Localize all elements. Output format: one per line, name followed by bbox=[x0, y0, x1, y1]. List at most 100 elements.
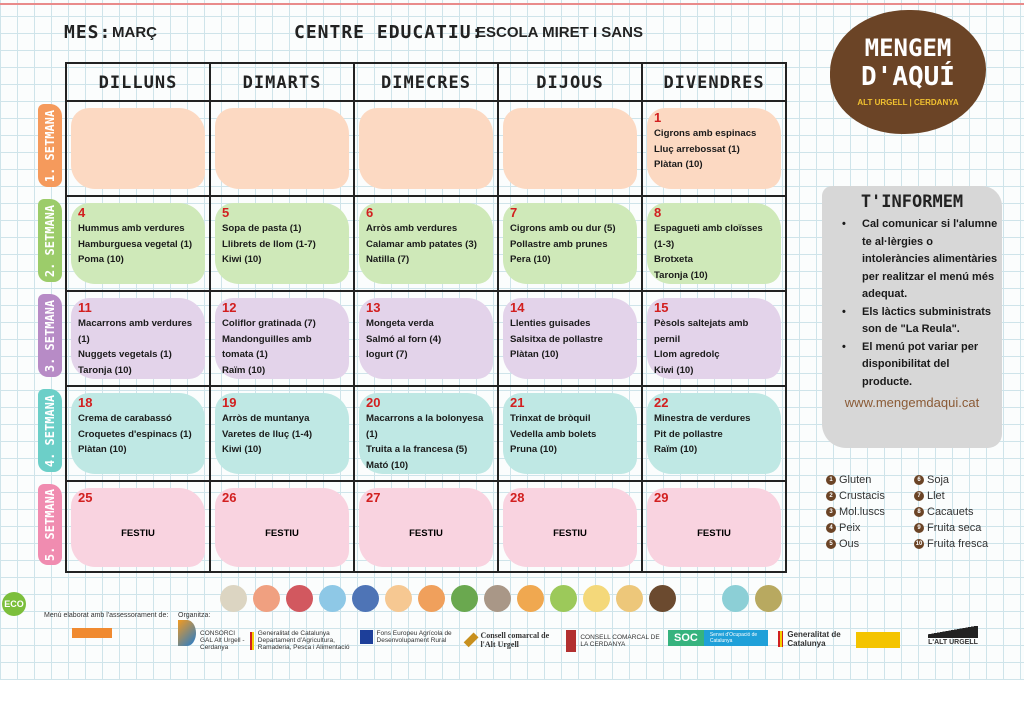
day-number: 28 bbox=[510, 490, 525, 505]
generalitat-dept-logo: Generalitat de Catalunya Departament d'A… bbox=[250, 630, 350, 651]
menu-item: Raïm (10) bbox=[222, 364, 266, 376]
cell-background bbox=[503, 393, 637, 474]
day-cell: 29 FESTIU bbox=[643, 480, 785, 573]
cc-alt-urgell-text: Consell comarcal de l'Alt Urgell bbox=[480, 631, 550, 649]
cell-background bbox=[215, 488, 349, 567]
info-bullet: Els làctics subministrats son de "La Reu… bbox=[842, 304, 1002, 339]
consorci-text: CONSORCI GAL Alt Urgell - Cerdanya bbox=[200, 630, 245, 651]
spain-gov-logo bbox=[856, 632, 900, 648]
day-number: 11 bbox=[78, 300, 92, 315]
cell-background bbox=[215, 298, 349, 379]
month-label: MES: bbox=[64, 22, 112, 43]
menu-item: Truita a la francesa (5) bbox=[366, 444, 468, 455]
menu-item: Sopa de pasta (1) bbox=[222, 223, 302, 234]
menu-item: Brotxeta bbox=[654, 254, 693, 265]
cell-background bbox=[215, 393, 349, 474]
menu-item: Cigrons amb ou dur (5) bbox=[510, 223, 616, 234]
food-group-icon bbox=[649, 585, 676, 612]
generalitat-dept-text: Generalitat de Catalunya Departament d'A… bbox=[257, 630, 350, 651]
day-number: 27 bbox=[366, 490, 381, 505]
day-cell bbox=[355, 100, 499, 195]
alt-urgell-logo: L'ALT URGELL bbox=[928, 626, 978, 646]
cell-background bbox=[359, 393, 493, 474]
logo-line2: D'AQUÍ bbox=[861, 62, 955, 92]
menu-item: Hamburguesa vegetal (1) bbox=[78, 238, 193, 250]
week-label-text: 5. SETMANA bbox=[43, 488, 57, 561]
menu-item: Pera (10) bbox=[510, 254, 551, 265]
day-number: 12 bbox=[222, 300, 237, 315]
feader-text: Fons Europeu Agrícola de Desenvolupament… bbox=[376, 630, 452, 644]
menu-item: Plàtan (10) bbox=[654, 159, 703, 170]
eco-badge: ECO bbox=[2, 592, 26, 616]
menu-item: Kiwi (10) bbox=[654, 364, 694, 376]
day-cell: 25 FESTIU bbox=[67, 480, 211, 573]
website-link[interactable]: www.mengemdaqui.cat bbox=[844, 395, 980, 410]
allergen-item: 2 Crustacis bbox=[826, 490, 914, 502]
cell-background bbox=[647, 393, 781, 474]
food-group-icon bbox=[385, 585, 412, 612]
menu-item: Raïm (10) bbox=[654, 444, 698, 455]
allergen-number-icon: 1 bbox=[826, 475, 836, 485]
day-number: 7 bbox=[510, 205, 518, 220]
menu-item: Pruna (10) bbox=[510, 444, 557, 455]
menu-item: Calamar amb patates (3) bbox=[366, 238, 477, 250]
cell-background bbox=[647, 108, 781, 189]
allergen-item: 8 Cacauets bbox=[914, 506, 1004, 518]
week-label-text: 3. SETMANA bbox=[43, 299, 57, 372]
day-cell: 11 Macarrons amb verdures (1) Nuggets vege… bbox=[67, 290, 211, 385]
menu-item: Taronja (10) bbox=[654, 269, 708, 281]
menu-item: Cigrons amb espinacs bbox=[654, 128, 757, 139]
menu-item: Mató (10) bbox=[366, 459, 409, 471]
food-group-icon bbox=[286, 585, 313, 612]
cell-background bbox=[503, 488, 637, 567]
menu-item: Espagueti amb cloïsses (1-3) bbox=[654, 223, 763, 250]
allergen-item: 10 Fruita fresca bbox=[914, 538, 1004, 550]
food-group-icon bbox=[319, 585, 346, 612]
menu-item: Pit de pollastre bbox=[654, 428, 723, 440]
food-group-icon bbox=[616, 585, 643, 612]
day-header: DIMECRES bbox=[355, 64, 499, 102]
day-header: DIMARTS bbox=[211, 64, 355, 102]
food-group-icon bbox=[220, 585, 247, 612]
day-number: 6 bbox=[366, 205, 374, 220]
cell-background bbox=[647, 298, 781, 379]
allergen-number-icon: 10 bbox=[914, 539, 924, 549]
generalitat-text: Generalitat de Catalunya bbox=[787, 630, 841, 648]
food-group-icon bbox=[451, 585, 478, 612]
logo-line3: ALT URGELL | CERDANYA bbox=[857, 98, 959, 107]
day-cell: 12 Coliflor gratinada (7) Mandonguilles am… bbox=[211, 290, 355, 385]
week-label-text: 1. SETMANA bbox=[43, 109, 57, 182]
allergen-label: Ous bbox=[839, 538, 860, 550]
allergen-label: Mol.luscs bbox=[839, 506, 885, 518]
allergen-number-icon: 3 bbox=[826, 507, 836, 517]
day-cell: 8 Espagueti amb cloïsses (1-3) Brotxeta Tar… bbox=[643, 195, 785, 290]
food-group-icon bbox=[755, 585, 782, 612]
cc-cerdanya-text: CONSELL COMARCAL DE LA CERDANYA bbox=[580, 634, 660, 648]
menu-item: Kiwi (10) bbox=[222, 444, 262, 455]
menu-item: Plàtan (10) bbox=[78, 444, 127, 455]
allergen-label: Fruita seca bbox=[927, 522, 982, 534]
menu-item: Mongeta verda bbox=[366, 318, 434, 329]
menu-item: Trinxat de bròquil bbox=[510, 413, 591, 424]
day-number: 20 bbox=[366, 395, 381, 410]
food-group-icon bbox=[722, 585, 749, 612]
day-cell bbox=[67, 100, 211, 195]
menu-item: Crema de carabassó bbox=[78, 413, 172, 424]
day-cell: 1 Cigrons amb espinacs Lluç arrebossat (1)… bbox=[643, 100, 785, 195]
menu-item: Pollastre amb prunes bbox=[510, 238, 608, 250]
menu-item: Plàtan (10) bbox=[510, 349, 559, 360]
cc-alt-urgell-logo: Consell comarcal de l'Alt Urgell bbox=[463, 630, 562, 650]
allergen-label: Peix bbox=[839, 522, 861, 534]
cell-background bbox=[647, 488, 781, 567]
allergen-item: 3 Mol.luscs bbox=[826, 506, 914, 518]
menu-item: Pèsols saltejats amb pernil bbox=[654, 318, 749, 345]
holiday-label: FESTIU bbox=[265, 528, 299, 539]
info-title: T'INFORMEM bbox=[860, 192, 964, 212]
menu-item: Coliflor gratinada (7) bbox=[222, 318, 316, 329]
top-rule bbox=[0, 3, 1024, 5]
menu-item: Varetes de lluç (1-4) bbox=[222, 428, 313, 440]
week-label-text: 4. SETMANA bbox=[43, 394, 57, 467]
week-label: 3. SETMANA bbox=[38, 294, 62, 377]
menu-item: tomata (1) bbox=[222, 349, 268, 360]
menu-item: Poma (10) bbox=[78, 254, 124, 265]
